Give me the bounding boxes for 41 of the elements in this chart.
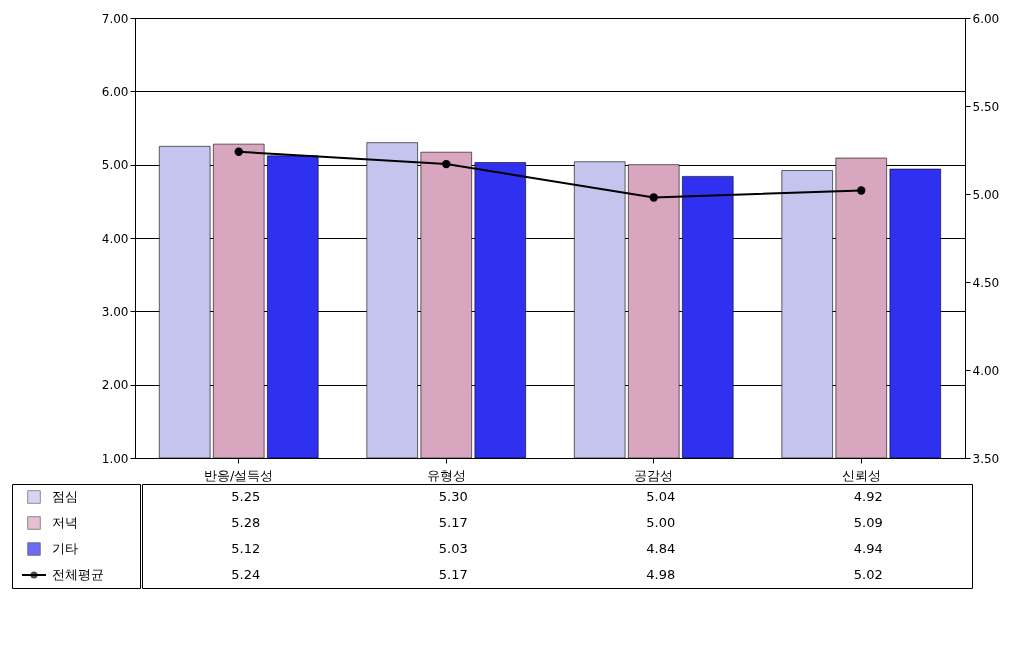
data-label: 5.24: [231, 567, 261, 582]
point: [442, 159, 451, 169]
y-tick-label: 5.00: [101, 158, 129, 173]
data-label: 5.17: [438, 515, 468, 530]
data-label: 4.84: [646, 541, 676, 556]
y2-tick-label: 6.00: [972, 11, 1000, 26]
y2-tick-label: 4.50: [972, 275, 1000, 290]
point: [234, 147, 243, 156]
legend-label: 점심: [52, 489, 78, 504]
data-label: 5.17: [438, 567, 468, 582]
x-tick-label: 유형성: [426, 467, 466, 483]
x-tick-label: 신뢰성: [841, 467, 881, 483]
legend-label: 전체평균: [52, 567, 104, 582]
y2-tick-label: 5.00: [972, 187, 1000, 202]
data-label: 4.92: [853, 489, 883, 504]
data-label: 5.00: [646, 515, 676, 530]
data-label: 5.09: [853, 515, 883, 530]
data-label: 5.03: [438, 541, 468, 556]
data-label: 5.25: [231, 489, 261, 504]
legend-label: 기타: [52, 541, 78, 556]
y2-tick-label: 5.50: [972, 99, 1000, 114]
y-tick-label: 7.00: [101, 11, 129, 26]
data-label: 4.98: [646, 567, 676, 582]
data-label: 5.28: [231, 515, 261, 530]
y-tick-label: 3.00: [101, 304, 129, 319]
legend-label: 저녁: [52, 515, 78, 530]
y-tick-label: 1.00: [101, 451, 129, 466]
y2-tick-label: 4.00: [972, 363, 1000, 378]
point: [857, 186, 866, 195]
data-label: 4.94: [853, 541, 883, 556]
point: [649, 193, 658, 202]
data-label: 5.02: [853, 567, 883, 582]
data-label: 5.30: [438, 489, 468, 504]
y2-tick-label: 3.50: [972, 451, 1000, 466]
data-label: 5.04: [646, 489, 676, 504]
y-tick-label: 2.00: [101, 378, 129, 393]
y-tick-label: 4.00: [101, 231, 129, 246]
x-tick-label: 공감성: [634, 467, 674, 483]
x-tick-label: 반응/설득성: [204, 467, 274, 483]
data-label: 5.12: [231, 541, 261, 556]
y-tick-label: 6.00: [101, 84, 129, 99]
